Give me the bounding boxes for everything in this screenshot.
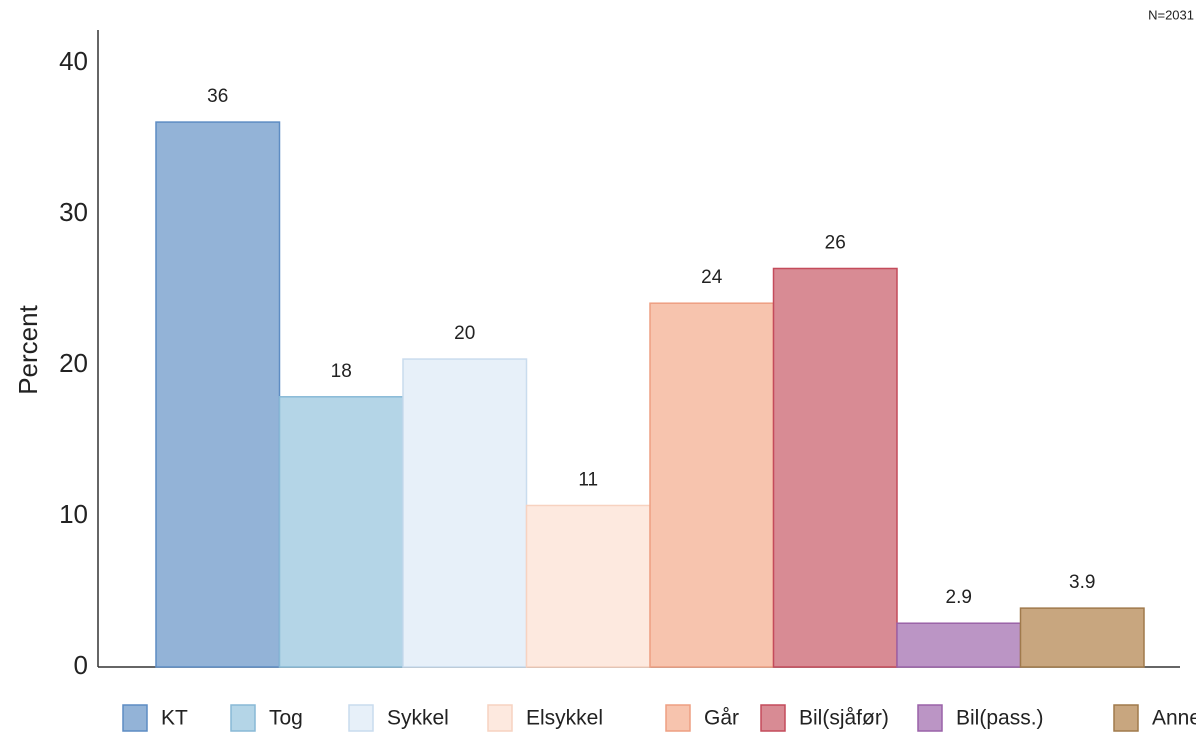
- legend-swatch: [230, 704, 256, 732]
- legend-label: Tog: [269, 707, 303, 730]
- data-label: 36: [207, 86, 228, 107]
- data-label: 26: [825, 233, 846, 254]
- legend-swatch: [122, 704, 148, 732]
- legend-swatch: [1113, 704, 1139, 732]
- legend-swatch: [917, 704, 943, 732]
- legend-label: Elsykkel: [526, 707, 603, 730]
- y-tick-label: 40: [59, 46, 88, 76]
- legend-label: Bil(sjåfør): [799, 707, 889, 730]
- y-tick-label: 0: [74, 650, 88, 680]
- bar: [525, 504, 651, 668]
- bar: [649, 302, 775, 668]
- legend-swatch: [760, 704, 786, 732]
- data-label: 11: [578, 469, 598, 490]
- legend-label: Sykkel: [387, 707, 449, 730]
- data-label: 18: [331, 361, 352, 382]
- legend-label: Annet: [1152, 707, 1196, 730]
- legend-label: Bil(pass.): [956, 707, 1044, 730]
- bar: [402, 358, 528, 668]
- bar: [278, 396, 404, 668]
- bar: [896, 622, 1022, 668]
- data-label: 3.9: [1069, 572, 1095, 593]
- y-tick-label: 20: [59, 348, 88, 378]
- bar: [1019, 607, 1145, 668]
- bar: [772, 267, 898, 668]
- data-label: 20: [454, 323, 475, 344]
- legend-label: Går: [704, 707, 739, 730]
- data-label: 24: [701, 267, 723, 288]
- legend-swatch: [487, 704, 513, 732]
- y-axis-label: Percent: [13, 304, 43, 394]
- legend-label: KT: [161, 707, 188, 730]
- annotation: N=2031: [1148, 7, 1194, 22]
- y-tick-label: 30: [59, 197, 88, 227]
- data-label: 2.9: [946, 587, 972, 608]
- legend-swatch: [348, 704, 374, 732]
- y-tick-label: 10: [59, 499, 88, 529]
- legend-swatch: [665, 704, 691, 732]
- bar: [155, 121, 281, 668]
